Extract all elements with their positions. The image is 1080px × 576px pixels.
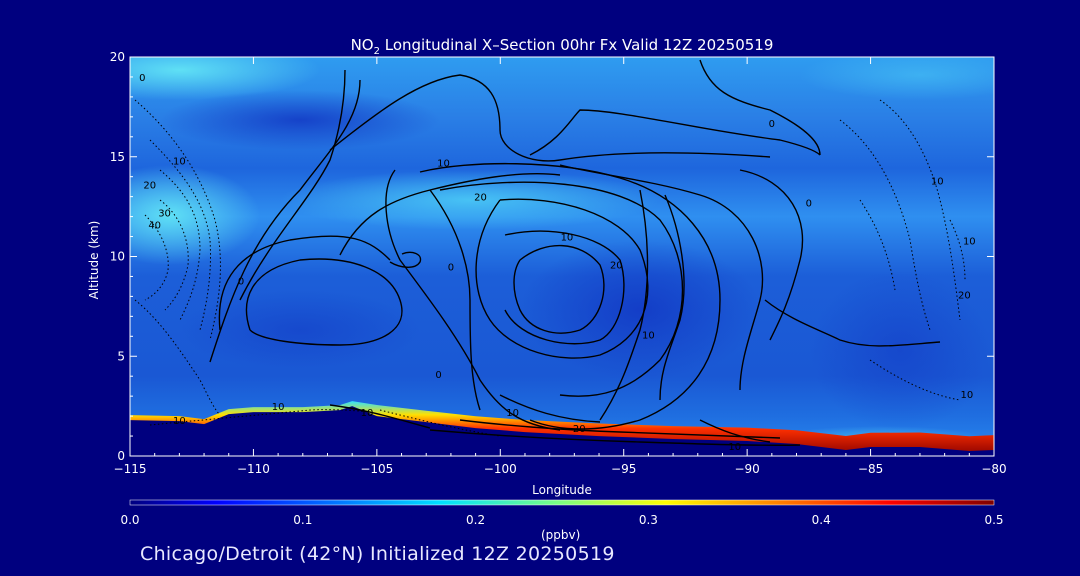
contour-label: 0	[448, 262, 454, 273]
contour-label: 0	[139, 73, 145, 84]
contour-label: 0	[806, 199, 812, 210]
contour-label: 10	[728, 442, 741, 453]
x-axis-label: Longitude	[532, 483, 592, 497]
contours-dotted	[134, 99, 966, 437]
y-axis-ticks: 0 5 10 15 20	[110, 50, 994, 463]
y-axis-label: Altitude (km)	[87, 221, 101, 300]
colorbar-units: (ppbv)	[541, 528, 581, 542]
contour-label: 10	[361, 408, 374, 419]
contour-label: 10	[561, 233, 574, 244]
contour-label: 10	[173, 416, 186, 427]
contour-label: 10	[437, 159, 450, 170]
y-tick-label: 0	[117, 449, 125, 463]
y-tick-label: 15	[110, 150, 125, 164]
x-tick-label: −90	[734, 462, 759, 476]
colorbar-tick-label: 0.3	[639, 513, 658, 527]
terrain-mask	[130, 406, 994, 456]
contour-label: 10	[173, 157, 186, 168]
x-axis-ticks: −115 −110 −105 −100 −95 −90 −85 −80	[114, 57, 1007, 476]
contour-label: 10	[272, 402, 285, 413]
contour-label: 30	[158, 209, 171, 220]
contour-label: 10	[963, 237, 976, 248]
colorbar-tick-label: 0.4	[812, 513, 831, 527]
contour-label: 0	[238, 276, 244, 287]
colorbar-tick-label: 0.5	[984, 513, 1003, 527]
contours-solid	[209, 59, 941, 446]
y-tick-label: 5	[117, 349, 125, 363]
x-tick-label: −105	[360, 462, 393, 476]
colorbar-ticks: 0.0 0.1 0.2 0.3 0.4 0.5	[120, 513, 1003, 527]
x-tick-label: −95	[611, 462, 636, 476]
contour-label: 0	[769, 119, 775, 130]
contour-label: 0	[435, 370, 441, 381]
x-tick-label: −115	[114, 462, 147, 476]
contour-label: 10	[642, 330, 655, 341]
contour-label: 20	[573, 424, 586, 435]
contour-label: 10	[931, 177, 944, 188]
contour-label: 20	[610, 260, 623, 271]
contour-label: 40	[148, 221, 161, 232]
x-tick-label: −85	[858, 462, 883, 476]
footer-caption: Chicago/Detroit (42°N) Initialized 12Z 2…	[140, 543, 615, 565]
y-tick-label: 10	[110, 250, 125, 264]
colorbar	[129, 499, 995, 506]
chart-title: NO2 Longitudinal X–Section 00hr Fx Valid…	[351, 36, 774, 57]
x-tick-label: −110	[237, 462, 270, 476]
x-tick-label: −80	[981, 462, 1006, 476]
x-tick-label: −100	[484, 462, 517, 476]
y-tick-label: 20	[110, 50, 125, 64]
colorbar-tick-label: 0.1	[293, 513, 312, 527]
contour-label: 10	[960, 390, 973, 401]
contour-label: 10	[506, 408, 519, 419]
contour-label: 20	[958, 290, 971, 301]
contour-label: 20	[474, 193, 487, 204]
colorbar-tick-label: 0.0	[120, 513, 139, 527]
colorbar-tick-label: 0.2	[466, 513, 485, 527]
contour-label: 20	[143, 181, 156, 192]
